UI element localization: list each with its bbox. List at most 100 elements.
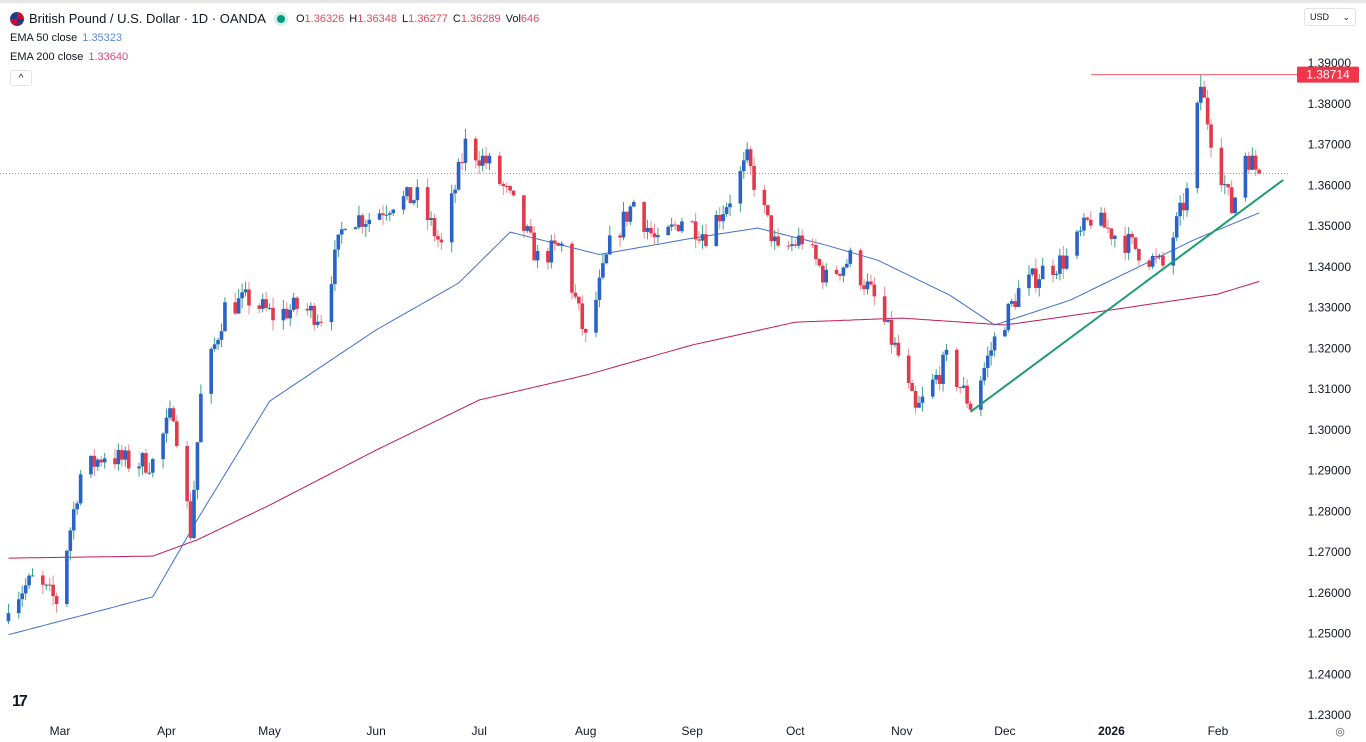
candle [772, 230, 777, 250]
candle-body [102, 458, 107, 463]
candle-body [669, 224, 674, 227]
ema200-value: 1.33640 [88, 50, 129, 63]
candle [192, 480, 196, 540]
candle-body [704, 234, 708, 247]
candle-body [889, 319, 894, 345]
candle-body [820, 265, 825, 283]
candle-body [329, 284, 334, 323]
x-tick-label: Jun [366, 724, 385, 738]
candle-body [690, 221, 695, 223]
candle-body [724, 207, 729, 215]
candle-body [645, 227, 650, 232]
candle-body [415, 187, 420, 201]
candle-body [312, 305, 317, 325]
candle [958, 386, 963, 394]
candle [1054, 270, 1059, 280]
candle-body [233, 302, 238, 314]
currency-value: USD [1310, 12, 1330, 22]
candle [295, 296, 299, 316]
candle-body [367, 219, 372, 225]
candle [666, 225, 670, 236]
candle [1106, 219, 1110, 233]
candle [820, 262, 825, 289]
candle-body [741, 160, 746, 172]
ema50-value: 1.35323 [82, 31, 123, 44]
candle-body [336, 234, 341, 250]
candle [209, 347, 213, 404]
x-tick-label: Jul [472, 724, 487, 738]
candle-body [893, 342, 897, 345]
candle [979, 376, 983, 417]
candle [188, 492, 193, 541]
candle-body [618, 235, 622, 238]
candle [673, 220, 677, 230]
candle [1061, 246, 1066, 279]
ema50-label: EMA 50 close [10, 31, 78, 44]
chevron-down-icon: ⌄ [1342, 11, 1350, 22]
candle [336, 234, 341, 258]
candle-body [583, 328, 588, 333]
candle [693, 212, 698, 249]
candle-body [1051, 265, 1055, 276]
candle [477, 151, 481, 174]
candle-body [1106, 227, 1110, 229]
candle-body [1078, 230, 1083, 232]
candle [985, 346, 990, 378]
candle-body [793, 244, 798, 246]
candle [886, 319, 890, 323]
ema50-row[interactable]: EMA 50 close 1.35323 [10, 28, 539, 47]
x-tick-label: 2026 [1098, 724, 1125, 738]
candle-body [841, 267, 846, 276]
legend: British Pound / U.S. Dollar · 1D · OANDA… [10, 9, 539, 86]
candle [78, 470, 83, 506]
candle [120, 444, 124, 467]
ema200-label: EMA 200 close [10, 50, 84, 63]
chevron-up-icon[interactable]: ^ [10, 70, 32, 86]
ema200-line [8, 280, 1260, 559]
candle [1016, 280, 1021, 308]
candle [168, 400, 172, 421]
candle-body [930, 379, 935, 397]
candle [724, 202, 729, 218]
symbol-title[interactable]: British Pound / U.S. Dollar · 1D · OANDA [29, 11, 266, 26]
trendline [969, 179, 1284, 413]
candle [838, 273, 842, 281]
candle-body [1209, 124, 1213, 148]
ema200-row[interactable]: EMA 200 close 1.33640 [10, 47, 539, 66]
candle-body [388, 213, 392, 215]
candle-body [247, 289, 251, 306]
candle [305, 303, 310, 316]
candle [717, 207, 722, 229]
candle [89, 455, 93, 479]
candle-body [281, 308, 286, 321]
currency-select[interactable]: USD ⌄ [1304, 8, 1356, 26]
candle-body [1027, 274, 1031, 289]
candle [460, 152, 464, 171]
candle [1137, 248, 1141, 266]
candles [6, 74, 1261, 625]
settings-icon[interactable]: ◎ [1335, 726, 1345, 738]
candle [27, 573, 31, 590]
candle [1205, 89, 1210, 131]
candle [601, 254, 605, 280]
candle-body [508, 186, 512, 191]
candle-body [1253, 155, 1258, 170]
candle [164, 408, 169, 443]
candle [1099, 207, 1103, 227]
candle [126, 444, 131, 473]
candle [841, 266, 846, 283]
candle [247, 281, 251, 315]
candle-body [845, 263, 849, 268]
candle-body [1181, 202, 1186, 211]
candle-body [580, 303, 585, 329]
candle-body [164, 417, 169, 434]
candle-body [700, 234, 705, 241]
candle-body [429, 218, 433, 220]
candle [439, 233, 444, 250]
candle-body [315, 321, 320, 325]
candle-body [264, 299, 268, 309]
candle-body [872, 284, 877, 297]
y-tick-label: 1.39000 [1308, 56, 1352, 70]
candle [580, 295, 585, 336]
